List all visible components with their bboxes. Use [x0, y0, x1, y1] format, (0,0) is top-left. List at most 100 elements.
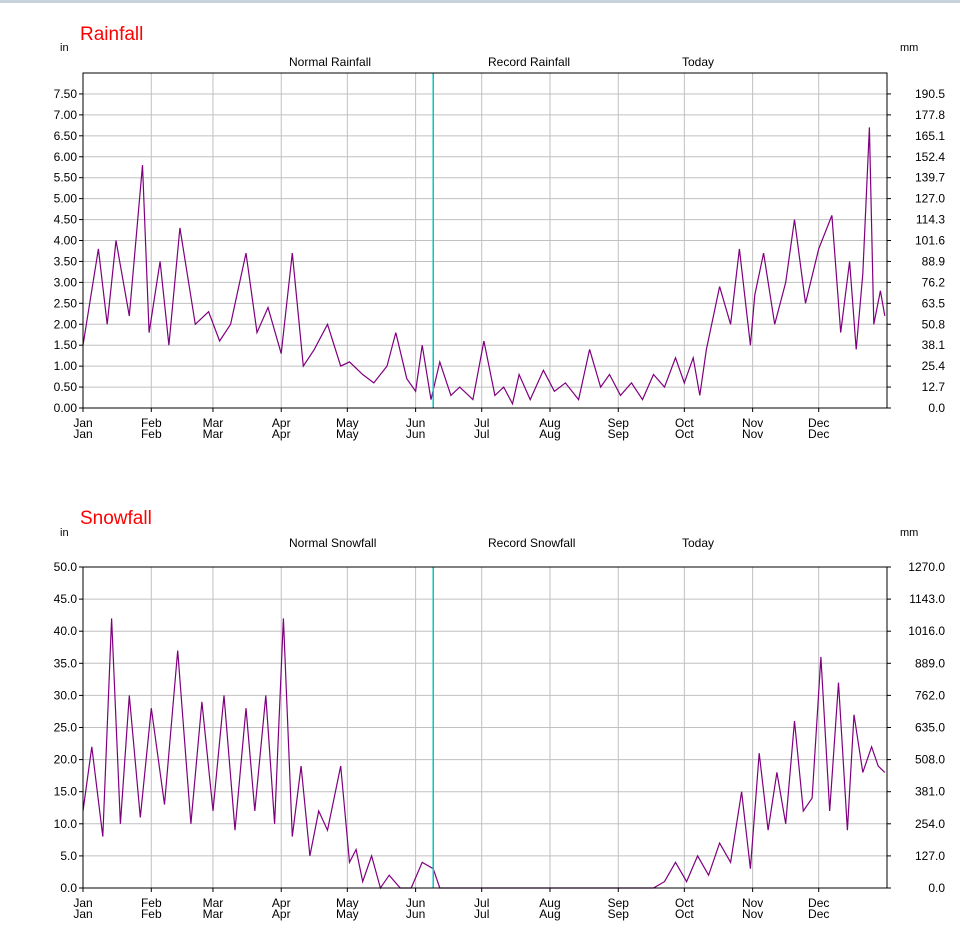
rainfall-right-unit: mm	[900, 42, 918, 54]
rainfall-ytick-label-right: 101.6	[915, 234, 945, 248]
snowfall-ytick-label: 35.0	[54, 656, 78, 670]
snowfall-ytick-label-right: 127.0	[915, 849, 945, 863]
rainfall-month-label: Mar	[203, 416, 224, 430]
rainfall-month-label: Jul	[474, 416, 489, 430]
rainfall-month-label-2: Feb	[141, 427, 162, 441]
rainfall-ytick-label: 3.50	[54, 254, 78, 268]
snowfall-month-label-2: May	[336, 907, 359, 921]
snowfall-ytick-label-right: 889.0	[915, 656, 945, 670]
legend-today-rainfall: Today	[682, 55, 714, 69]
snowfall-ytick-label: 5.0	[60, 849, 77, 863]
snowfall-ytick-label: 15.0	[54, 785, 78, 799]
rainfall-ytick-label: 7.00	[54, 108, 78, 122]
rainfall-chart: Rainfall in mm Normal Rainfall Record Ra…	[54, 24, 946, 441]
snowfall-ytick-label-right: 635.0	[915, 721, 945, 735]
snowfall-month-label: May	[336, 896, 359, 910]
snowfall-month-label: Jan	[73, 896, 92, 910]
snowfall-month-label-2: Aug	[539, 907, 560, 921]
snowfall-month-label-2: Jul	[474, 907, 489, 921]
snowfall-month-label: Sep	[608, 896, 630, 910]
snowfall-month-label: Feb	[141, 896, 162, 910]
snowfall-month-label: Dec	[808, 896, 829, 910]
rainfall-month-label-2: Apr	[272, 427, 291, 441]
rainfall-month-label-2: Jun	[406, 427, 425, 441]
snowfall-ytick-label-right: 508.0	[915, 753, 945, 767]
snowfall-month-label-2: Feb	[141, 907, 162, 921]
legend-record-snowfall: Record Snowfall	[488, 536, 575, 550]
rainfall-ytick-label-right: 76.2	[922, 275, 946, 289]
rainfall-month-label-2: Nov	[742, 427, 763, 441]
snowfall-month-label-2: Sep	[608, 907, 630, 921]
rainfall-month-label: Oct	[675, 416, 694, 430]
snowfall-month-label-2: Mar	[203, 907, 224, 921]
rainfall-month-label: Jan	[73, 416, 92, 430]
rainfall-ytick-label-right: 0.0	[928, 401, 945, 415]
snowfall-ytick-label-right: 1270.0	[908, 560, 945, 574]
snowfall-month-label-2: Oct	[675, 907, 694, 921]
rainfall-month-label: Dec	[808, 416, 829, 430]
top-border	[0, 0, 960, 3]
snowfall-ytick-label: 50.0	[54, 560, 78, 574]
rainfall-ytick-label-right: 127.0	[915, 192, 945, 206]
snowfall-ytick-label: 40.0	[54, 624, 78, 638]
rainfall-ytick-label-right: 114.3	[916, 213, 945, 227]
snowfall-ytick-label: 0.0	[60, 881, 77, 895]
snowfall-month-label: Jun	[406, 896, 425, 910]
rainfall-ytick-label-right: 25.4	[922, 359, 946, 373]
snowfall-ytick-label: 30.0	[54, 688, 78, 702]
legend-normal-snowfall: Normal Snowfall	[289, 536, 376, 550]
rainfall-ytick-label-right: 165.1	[915, 129, 945, 143]
legend-normal-rainfall: Normal Rainfall	[289, 55, 371, 69]
rainfall-month-label-2: Mar	[203, 427, 224, 441]
snowfall-ytick-label-right: 0.0	[928, 881, 945, 895]
rainfall-month-label: May	[336, 416, 359, 430]
rainfall-ytick-label: 4.50	[54, 213, 78, 227]
rainfall-ytick-label: 7.50	[54, 87, 78, 101]
snowfall-month-label: Mar	[203, 896, 224, 910]
rainfall-ytick-label-right: 88.9	[922, 254, 946, 268]
rainfall-ytick-label: 2.00	[54, 317, 78, 331]
snowfall-month-label: Oct	[675, 896, 694, 910]
snowfall-plot-frame	[82, 566, 888, 889]
rainfall-ytick-label: 2.50	[54, 296, 78, 310]
snowfall-ytick-label: 25.0	[54, 721, 78, 735]
snowfall-month-label: Jul	[474, 896, 489, 910]
rainfall-month-label: Feb	[141, 416, 162, 430]
rainfall-ytick-label: 5.50	[54, 171, 78, 185]
rainfall-record-line	[82, 127, 886, 406]
snowfall-title: Snowfall	[80, 508, 152, 529]
snowfall-month-label-2: Dec	[808, 907, 829, 921]
rainfall-ytick-label: 1.50	[54, 338, 78, 352]
snowfall-ytick-label-right: 762.0	[915, 688, 945, 702]
snowfall-month-label: Aug	[539, 896, 560, 910]
snowfall-right-unit: mm	[900, 527, 918, 539]
rainfall-ytick-label: 6.00	[54, 150, 78, 164]
snowfall-ytick-label-right: 1143.0	[909, 592, 945, 606]
rainfall-ytick-label-right: 50.8	[922, 317, 946, 331]
snowfall-month-label-2: Apr	[272, 907, 291, 921]
snowfall-month-label: Apr	[272, 896, 291, 910]
snowfall-ytick-label: 10.0	[54, 817, 78, 831]
rainfall-ytick-label: 3.00	[54, 275, 78, 289]
legend-today-snowfall: Today	[682, 536, 714, 550]
rainfall-title: Rainfall	[80, 24, 143, 45]
snowfall-left-unit: in	[60, 527, 69, 539]
rainfall-month-label: Apr	[272, 416, 291, 430]
rainfall-left-unit: in	[60, 42, 69, 54]
rainfall-ytick-label: 4.00	[54, 234, 78, 248]
rainfall-ytick-label-right: 139.7	[915, 171, 945, 185]
rainfall-plot-frame	[82, 72, 888, 409]
snowfall-ytick-label: 45.0	[54, 592, 78, 606]
legend-record-rainfall: Record Rainfall	[488, 55, 570, 69]
snowfall-chart: Snowfall in mm Normal Snowfall Record Sn…	[54, 508, 946, 921]
snowfall-month-label-2: Jan	[73, 907, 92, 921]
rainfall-month-label-2: Oct	[675, 427, 694, 441]
rainfall-ytick-label-right: 12.7	[922, 380, 946, 394]
rainfall-ytick-label-right: 177.8	[915, 108, 945, 122]
rainfall-ytick-label: 0.00	[54, 401, 78, 415]
snowfall-record-line	[82, 618, 886, 890]
rainfall-ytick-label: 5.00	[54, 192, 78, 206]
snowfall-ytick-label-right: 254.0	[915, 817, 945, 831]
rainfall-month-label-2: May	[336, 427, 359, 441]
rainfall-month-label-2: Jan	[73, 427, 92, 441]
